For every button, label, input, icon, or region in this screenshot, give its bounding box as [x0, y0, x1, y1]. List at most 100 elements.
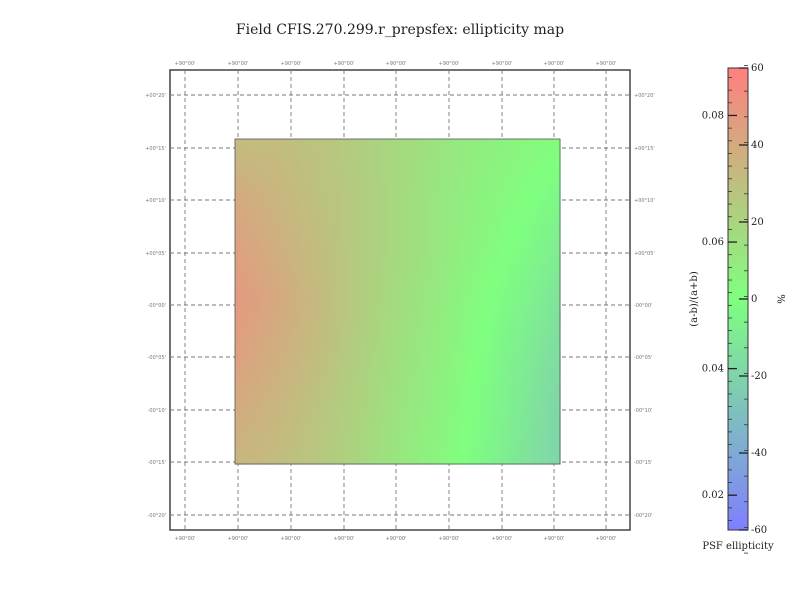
heatmap-cell [390, 329, 396, 335]
heatmap-cell [300, 234, 306, 240]
heatmap-cell [270, 214, 276, 220]
heatmap-cell [395, 179, 401, 185]
heatmap-cell [305, 174, 311, 180]
heatmap-cell [340, 199, 346, 205]
heatmap-cell [505, 259, 511, 265]
heatmap-cell [540, 444, 546, 450]
heatmap-cell [360, 274, 366, 280]
heatmap-cell [290, 204, 296, 210]
heatmap-cell [460, 444, 466, 450]
heatmap-cell [310, 349, 316, 355]
heatmap-cell [330, 314, 336, 320]
heatmap-cell [415, 429, 421, 435]
heatmap-cell [550, 259, 556, 265]
heatmap-cell [250, 419, 256, 425]
heatmap-cell [355, 244, 361, 250]
heatmap-cell [430, 214, 436, 220]
heatmap-cell [475, 374, 481, 380]
heatmap-cell [350, 334, 356, 340]
heatmap-cell [515, 164, 521, 170]
heatmap-cell [425, 414, 431, 420]
heatmap-cell [380, 374, 386, 380]
heatmap-cell [550, 299, 556, 305]
heatmap-cell [500, 329, 506, 335]
heatmap-cell [235, 274, 241, 280]
heatmap-cell [475, 299, 481, 305]
heatmap-cell [540, 159, 546, 165]
heatmap-cell [520, 219, 526, 225]
heatmap-cell [470, 169, 476, 175]
heatmap-cell [340, 184, 346, 190]
heatmap-cell [525, 414, 531, 420]
heatmap-cell [440, 239, 446, 245]
heatmap-cell [355, 404, 361, 410]
heatmap-cell [275, 179, 281, 185]
heatmap-cell [275, 219, 281, 225]
heatmap-cell [275, 209, 281, 215]
heatmap-cell [415, 434, 421, 440]
heatmap-cell [330, 204, 336, 210]
heatmap-cell [260, 224, 266, 230]
heatmap-cell [430, 394, 436, 400]
heatmap-cell [455, 309, 461, 315]
heatmap-cell [280, 234, 286, 240]
heatmap-cell [425, 234, 431, 240]
heatmap-cell [520, 284, 526, 290]
heatmap-cell [420, 269, 426, 275]
heatmap-cell [310, 334, 316, 340]
heatmap-cell [540, 414, 546, 420]
heatmap-cell [480, 239, 486, 245]
heatmap-cell [270, 429, 276, 435]
heatmap-cell [545, 434, 551, 440]
heatmap-cell [370, 374, 376, 380]
heatmap-cell [360, 269, 366, 275]
heatmap-cell [540, 459, 546, 465]
heatmap-cell [240, 379, 246, 385]
heatmap-cell [360, 249, 366, 255]
heatmap-cell [305, 424, 311, 430]
heatmap-cell [485, 324, 491, 330]
heatmap-cell [545, 439, 551, 445]
heatmap-cell [340, 339, 346, 345]
heatmap-cell [410, 444, 416, 450]
heatmap-cell [360, 199, 366, 205]
heatmap-cell [445, 199, 451, 205]
heatmap-cell [535, 164, 541, 170]
heatmap-cell [285, 149, 291, 155]
heatmap-cell [240, 429, 246, 435]
heatmap-cell [295, 144, 301, 150]
heatmap-cell [355, 174, 361, 180]
heatmap-cell [515, 414, 521, 420]
heatmap-cell [320, 314, 326, 320]
heatmap-cell [390, 214, 396, 220]
heatmap-cell [500, 224, 506, 230]
y-tick-label-left: -00°20' [148, 513, 166, 519]
heatmap-cell [395, 439, 401, 445]
heatmap-cell [420, 214, 426, 220]
heatmap-cell [260, 159, 266, 165]
heatmap-cell [545, 329, 551, 335]
heatmap-cell [545, 309, 551, 315]
heatmap-cell [330, 364, 336, 370]
heatmap-cell [300, 404, 306, 410]
heatmap-cell [400, 414, 406, 420]
heatmap-cell [345, 209, 351, 215]
heatmap-cell [455, 294, 461, 300]
heatmap-cell [240, 204, 246, 210]
heatmap-cell [500, 169, 506, 175]
heatmap-cell [385, 384, 391, 390]
heatmap-cell [420, 434, 426, 440]
heatmap-cell [375, 169, 381, 175]
heatmap-cell [375, 264, 381, 270]
heatmap-cell [260, 364, 266, 370]
heatmap-cell [400, 364, 406, 370]
heatmap-cell [540, 449, 546, 455]
heatmap-cell [485, 319, 491, 325]
heatmap-cell [270, 384, 276, 390]
heatmap-cell [350, 174, 356, 180]
heatmap-cell [435, 394, 441, 400]
heatmap-cell [465, 144, 471, 150]
heatmap-cell [345, 179, 351, 185]
heatmap-cell [245, 349, 251, 355]
heatmap-cell [265, 319, 271, 325]
